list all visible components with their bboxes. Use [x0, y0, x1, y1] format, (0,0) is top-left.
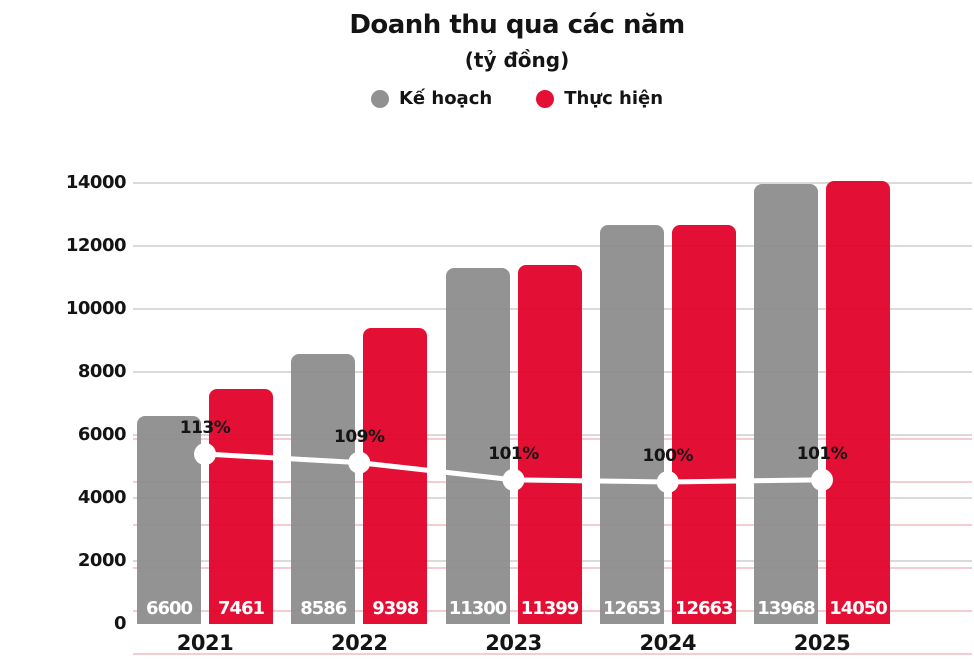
plan-bar-value-label: 11300 [448, 598, 508, 619]
x-axis-year-label: 2023 [485, 631, 542, 655]
plan-bar-value-label: 8586 [300, 598, 347, 619]
legend-item-actual: Thực hiện [536, 88, 663, 109]
legend-dot-icon [536, 89, 555, 108]
completion-percent-label: 100% [642, 446, 694, 466]
actual-bar [209, 388, 273, 624]
y-axis-tick-label: 14000 [65, 172, 127, 193]
legend-item-plan: Kế hoạch [370, 88, 493, 109]
y-axis-tick-label: 10000 [65, 298, 127, 319]
actual-bar-value-label: 11399 [520, 598, 580, 619]
actual-bar-value-label: 14050 [829, 598, 888, 619]
chart-header: Doanh thu qua các năm (tỷ đồng) Kế hoạch… [60, 0, 974, 109]
y-axis-tick-label: 4000 [77, 487, 127, 508]
plan-bar-value-label: 12653 [602, 598, 662, 619]
completion-percent-label: 101% [488, 443, 539, 464]
legend-label: Kế hoạch [398, 88, 493, 109]
secondary-gridline [133, 653, 972, 655]
x-axis-year-label: 2025 [793, 631, 851, 655]
major-gridline [133, 245, 972, 247]
plan-bar [291, 353, 356, 624]
major-gridline [133, 182, 972, 184]
y-axis-tick-label: 2000 [77, 550, 127, 571]
x-axis-year-label: 2021 [176, 631, 234, 655]
actual-bar-value-label: 12663 [674, 598, 734, 619]
plan-bar-value-label: 13968 [757, 598, 816, 619]
plan-bar-value-label: 6600 [145, 598, 193, 619]
plan-bar [754, 184, 818, 624]
x-axis-year-label: 2022 [331, 631, 388, 655]
completion-percent-label: 109% [333, 426, 385, 447]
y-axis-tick-label: 0 [113, 613, 127, 634]
actual-bar [363, 327, 428, 624]
completion-percent-label: 101% [796, 443, 848, 464]
legend: Kế hoạch Thực hiện [60, 88, 974, 109]
chart-title: Doanh thu qua các năm [349, 10, 685, 40]
x-axis-year-label: 2024 [639, 631, 697, 655]
legend-dot-icon [370, 89, 389, 108]
completion-percent-label: 113% [179, 418, 231, 439]
plan-bar [445, 268, 510, 624]
plan-bar [599, 225, 664, 624]
legend-label: Thực hiện [564, 88, 664, 109]
actual-bar-value-label: 7461 [217, 598, 265, 619]
actual-bar [517, 264, 582, 624]
actual-bar [826, 181, 890, 624]
y-axis-tick-label: 8000 [77, 361, 127, 382]
actual-bar-value-label: 9398 [372, 598, 419, 619]
y-axis-tick-label: 12000 [65, 235, 127, 256]
plan-bar [137, 416, 201, 624]
chart-subtitle: (tỷ đồng) [464, 48, 570, 72]
actual-bar [671, 225, 736, 624]
y-axis-tick-label: 6000 [77, 424, 127, 445]
